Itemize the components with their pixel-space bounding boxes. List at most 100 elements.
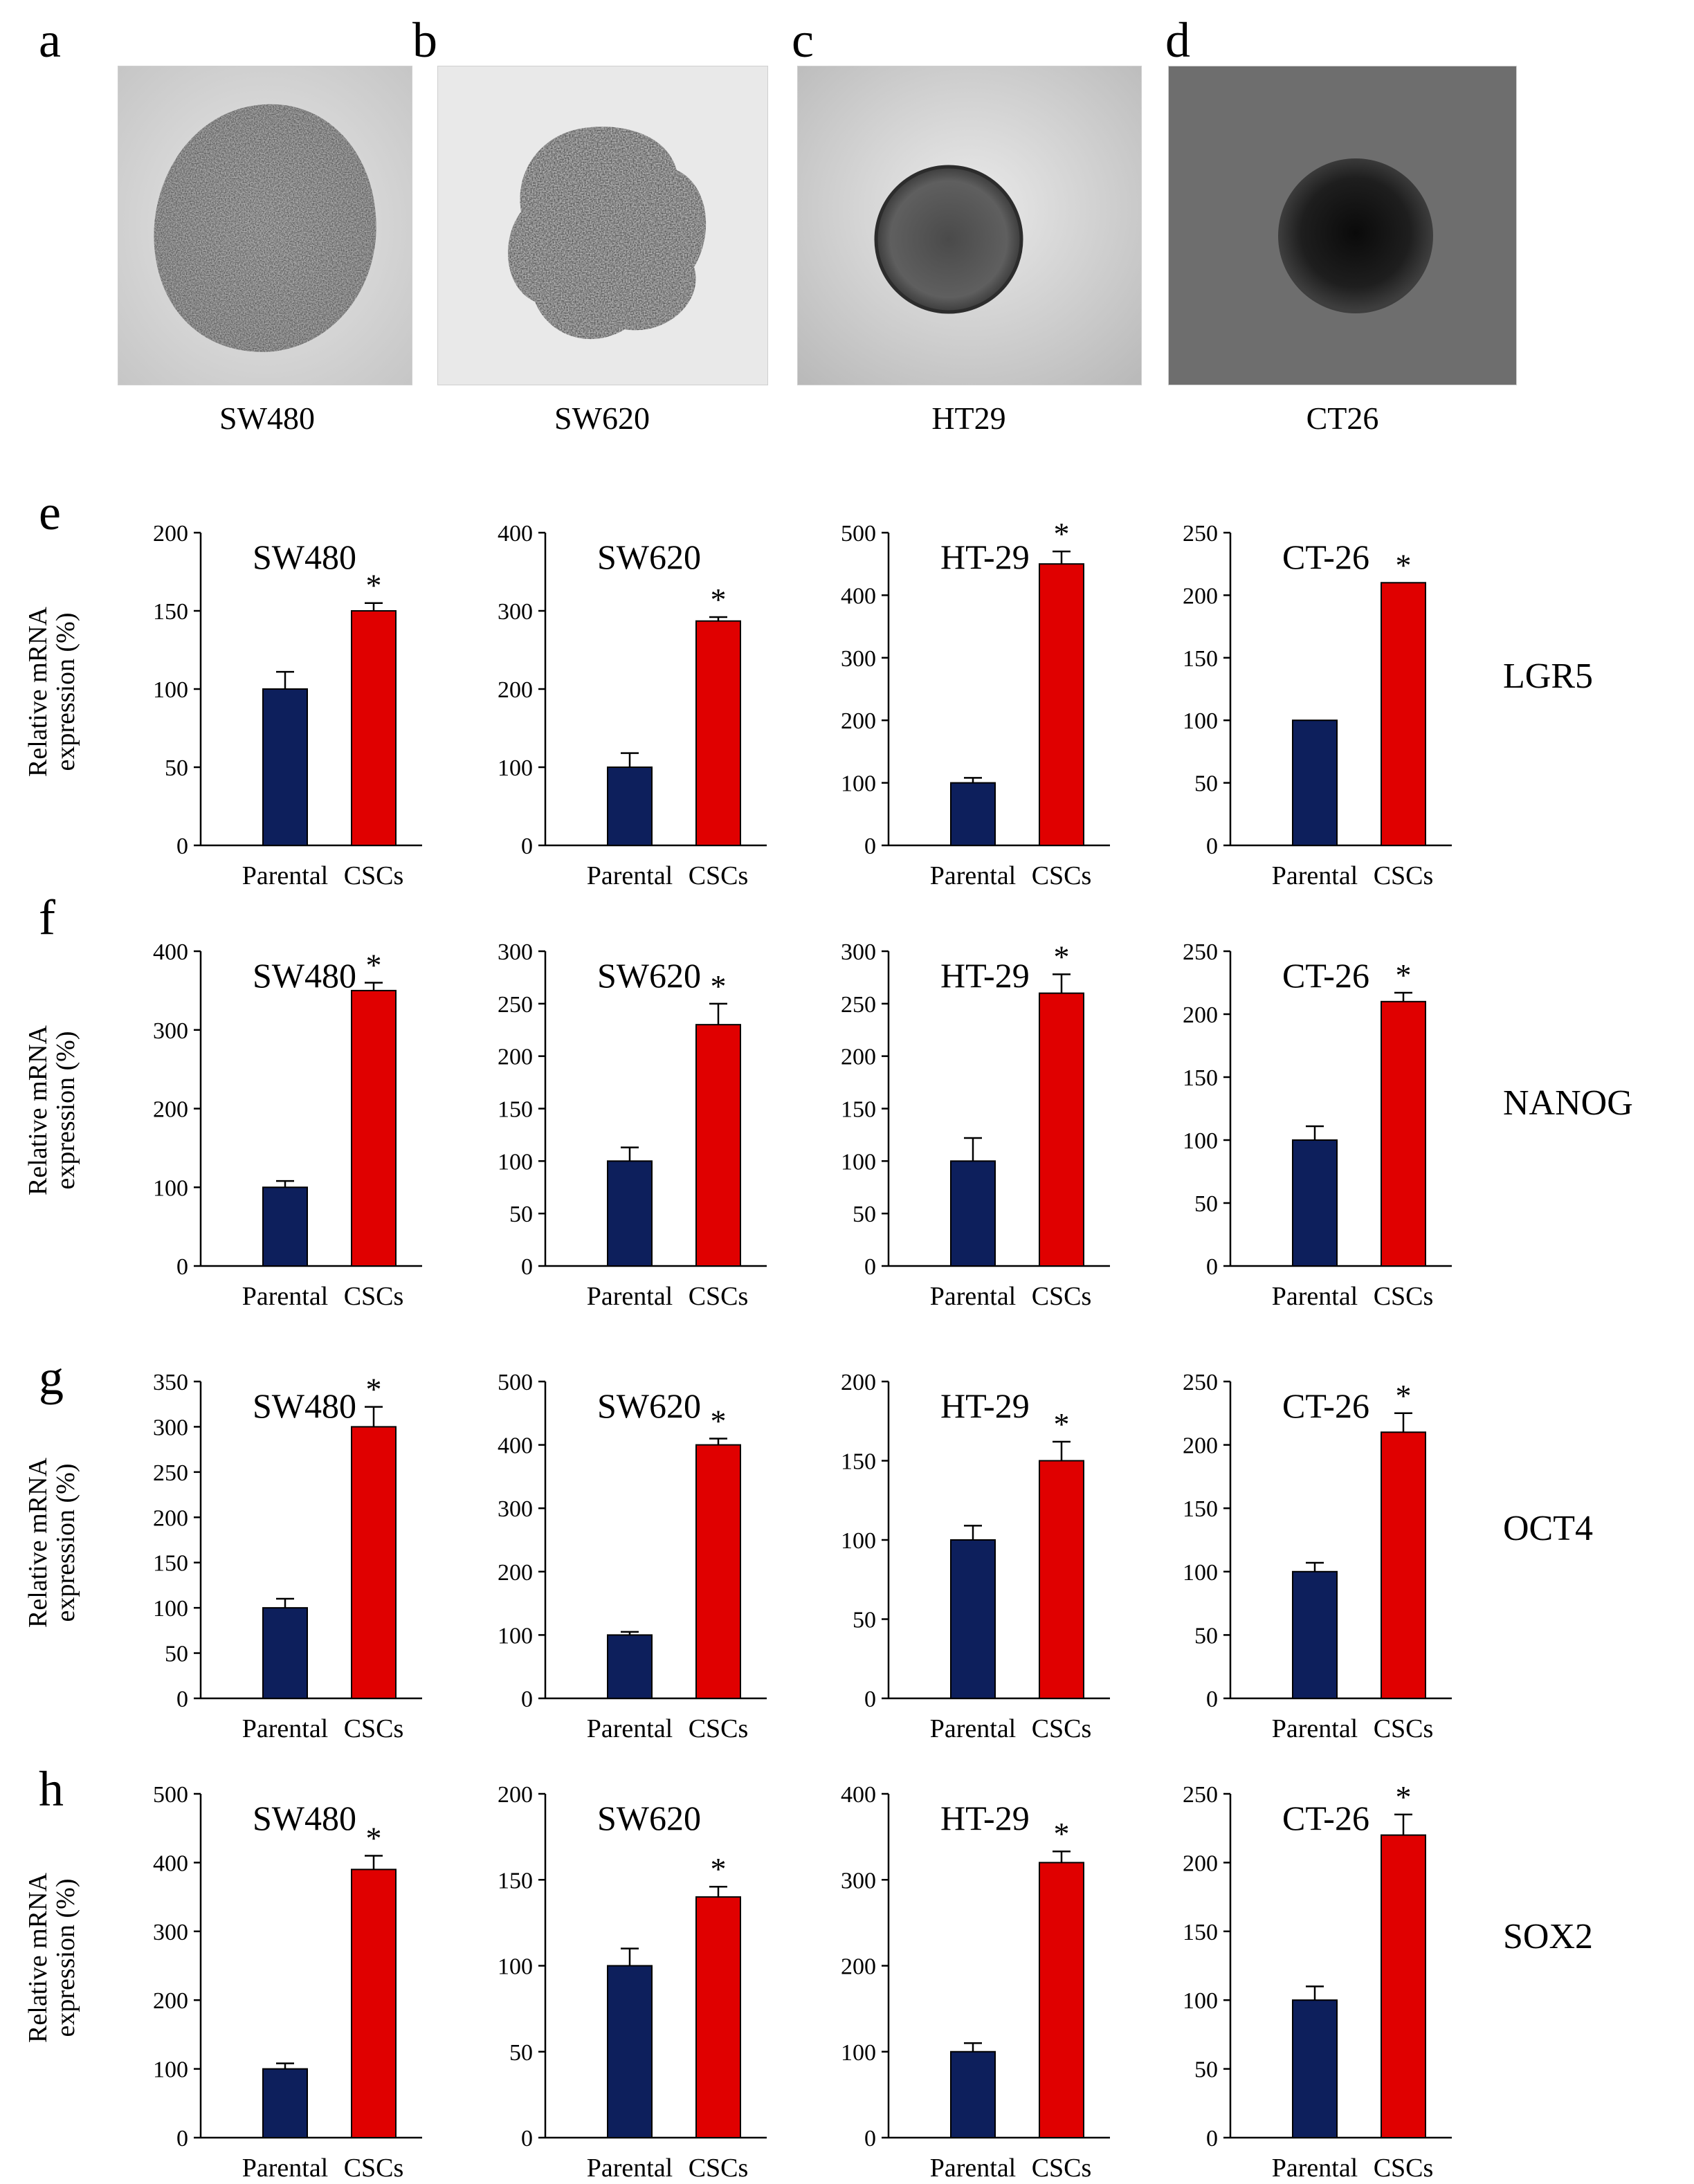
- chart-title-h-sw620: SW620: [597, 1799, 701, 1837]
- panel-letter-f: f: [39, 890, 55, 945]
- bar-parental-e-ht29: [950, 782, 996, 846]
- panel-letter-g: g: [39, 1350, 64, 1405]
- bar-parental-h-ht29: [950, 2050, 996, 2138]
- y-tick-label-h-ct26: 150: [1183, 1920, 1218, 1945]
- significance-marker-h-ht29: *: [1054, 1816, 1070, 1851]
- y-tick-label-h-sw620: 50: [509, 2040, 533, 2066]
- y-tick-label-f-sw620: 200: [498, 1045, 533, 1070]
- significance-marker-h-sw620: *: [711, 1851, 727, 1887]
- chart-title-f-ct26: CT-26: [1282, 956, 1369, 995]
- panel-letter-c: c: [792, 12, 814, 68]
- x-tick-label-cscs-e-ht29: CSCs: [1032, 861, 1092, 890]
- y-tick-label-g-ht29: 0: [864, 1687, 876, 1712]
- x-tick-label-parental-e-sw620: Parental: [587, 861, 673, 890]
- bar-cscs-f-sw620: [695, 1024, 741, 1267]
- y-tick-label-g-ct26: 100: [1183, 1560, 1218, 1586]
- chart-title-e-ct26: CT-26: [1282, 538, 1369, 576]
- x-tick-label-parental-f-sw620: Parental: [587, 1282, 673, 1311]
- y-tick-label-g-ht29: 50: [853, 1608, 876, 1633]
- x-tick-label-cscs-h-sw620: CSCs: [689, 2154, 749, 2183]
- x-tick-label-parental-h-ht29: Parental: [930, 2154, 1017, 2183]
- y-tick-label-g-sw480: 300: [153, 1415, 188, 1440]
- significance-marker-g-sw480: *: [366, 1372, 382, 1407]
- bar-cscs-f-sw480: [351, 989, 397, 1267]
- y-tick-label-f-ht29: 50: [853, 1202, 876, 1227]
- x-tick-label-parental-g-ht29: Parental: [930, 1714, 1017, 1743]
- x-tick-label-cscs-f-sw480: CSCs: [344, 1282, 404, 1311]
- bar-parental-f-sw480: [262, 1186, 308, 1267]
- y-tick-label-f-ct26: 150: [1183, 1065, 1218, 1091]
- image-caption-ct26: CT26: [1306, 401, 1379, 436]
- y-tick-label-e-ct26: 200: [1183, 583, 1218, 609]
- y-tick-label-f-ht29: 200: [841, 1045, 876, 1070]
- x-tick-label-parental-h-sw620: Parental: [587, 2154, 673, 2183]
- bar-cscs-g-sw620: [695, 1444, 741, 1700]
- y-tick-label-e-sw480: 150: [153, 599, 188, 625]
- chart-title-g-sw480: SW480: [253, 1386, 356, 1425]
- significance-marker-e-sw480: *: [366, 568, 382, 603]
- y-tick-label-f-sw620: 100: [498, 1149, 533, 1175]
- bar-cscs-g-sw480: [351, 1426, 397, 1699]
- y-tick-label-f-ht29: 250: [841, 992, 876, 1018]
- spheroid-image-ht29: [797, 66, 1142, 385]
- bar-parental-h-sw620: [607, 1965, 653, 2138]
- image-caption-ht29: HT29: [931, 401, 1006, 436]
- significance-marker-g-ht29: *: [1054, 1406, 1070, 1442]
- y-tick-label-f-sw620: 150: [498, 1097, 533, 1123]
- bar-cscs-f-ct26: [1381, 1000, 1426, 1267]
- bar-parental-e-sw620: [607, 767, 653, 846]
- chart-title-f-sw620: SW620: [597, 956, 701, 995]
- bar-cscs-e-ht29: [1039, 563, 1084, 846]
- bar-cscs-e-sw480: [351, 610, 397, 846]
- panel-letter-h: h: [39, 1761, 64, 1817]
- y-tick-label-f-ct26: 100: [1183, 1128, 1218, 1154]
- x-tick-label-parental-h-sw480: Parental: [242, 2154, 329, 2183]
- bar-parental-h-sw480: [262, 2068, 308, 2139]
- y-tick-label-f-sw480: 300: [153, 1018, 188, 1044]
- bar-parental-e-sw480: [262, 688, 308, 846]
- bar-cscs-h-ct26: [1381, 1834, 1426, 2138]
- x-tick-label-cscs-h-ht29: CSCs: [1032, 2154, 1092, 2183]
- y-tick-label-g-ct26: 200: [1183, 1433, 1218, 1459]
- chart-title-g-ht29: HT-29: [940, 1386, 1030, 1425]
- chart-title-g-sw620: SW620: [597, 1386, 701, 1425]
- y-tick-label-g-ht29: 200: [841, 1370, 876, 1395]
- y-tick-label-h-sw620: 0: [521, 2126, 533, 2151]
- x-tick-label-cscs-f-ct26: CSCs: [1374, 1282, 1434, 1311]
- y-tick-label-g-sw620: 500: [498, 1370, 533, 1395]
- y-tick-label-e-ht29: 100: [841, 771, 876, 797]
- y-tick-label-g-sw480: 0: [176, 1687, 188, 1712]
- y-tick-label-e-sw480: 50: [165, 755, 188, 781]
- gene-label-sox2: SOX2: [1503, 1917, 1594, 1956]
- bar-parental-f-ct26: [1292, 1139, 1338, 1267]
- y-tick-label-h-sw480: 200: [153, 1988, 188, 2014]
- significance-marker-f-sw620: *: [711, 969, 727, 1004]
- y-tick-label-h-sw620: 200: [498, 1782, 533, 1808]
- significance-marker-h-sw480: *: [366, 1820, 382, 1855]
- y-tick-label-g-sw480: 100: [153, 1596, 188, 1622]
- y-tick-label-e-ht29: 300: [841, 646, 876, 672]
- x-tick-label-cscs-g-sw620: CSCs: [689, 1714, 749, 1743]
- y-tick-label-e-sw620: 300: [498, 599, 533, 625]
- y-tick-label-g-sw620: 100: [498, 1623, 533, 1649]
- y-tick-label-e-sw480: 0: [176, 834, 188, 859]
- y-tick-label-h-sw480: 400: [153, 1851, 188, 1876]
- bar-cscs-h-sw620: [695, 1896, 741, 2139]
- y-tick-label-f-ht29: 100: [841, 1149, 876, 1175]
- y-tick-label-g-ct26: 150: [1183, 1496, 1218, 1522]
- y-tick-label-h-ct26: 0: [1206, 2126, 1218, 2151]
- y-tick-label-g-sw620: 0: [521, 1687, 533, 1712]
- y-tick-label-g-ht29: 100: [841, 1528, 876, 1554]
- y-tick-label-e-sw480: 100: [153, 677, 188, 703]
- y-tick-label-f-sw620: 300: [498, 939, 533, 965]
- bar-cscs-g-ht29: [1039, 1460, 1084, 1699]
- significance-marker-e-sw620: *: [711, 582, 727, 617]
- y-tick-label-e-ct26: 250: [1183, 521, 1218, 547]
- y-tick-label-h-ht29: 400: [841, 1782, 876, 1808]
- y-tick-label-h-ct26: 250: [1183, 1782, 1218, 1808]
- y-tick-label-f-ht29: 300: [841, 939, 876, 965]
- y-tick-label-h-ct26: 200: [1183, 1851, 1218, 1876]
- y-tick-label-e-ct26: 150: [1183, 646, 1218, 672]
- y-tick-label-g-sw620: 400: [498, 1433, 533, 1459]
- y-tick-label-e-ht29: 400: [841, 583, 876, 609]
